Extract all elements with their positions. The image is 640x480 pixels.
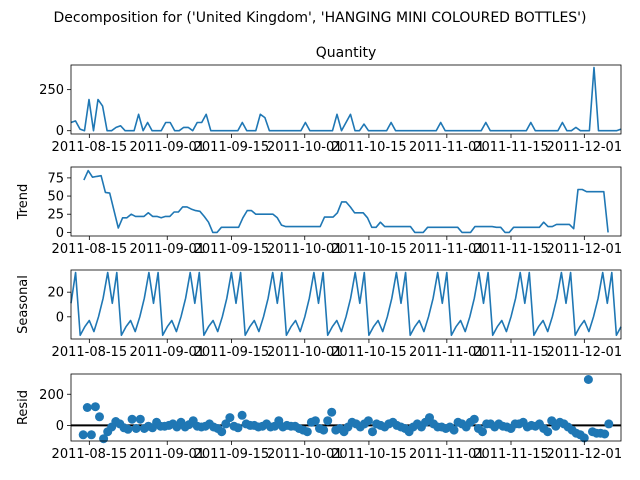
resid-point (319, 425, 329, 435)
resid-axes-frame (70, 373, 622, 442)
seasonal-xtick-label: 2011-11-01 (409, 345, 485, 360)
resid-point (600, 429, 610, 439)
observed-xtick-label: 2011-09-01 (129, 140, 205, 155)
trend-series-line (83, 169, 609, 234)
resid-xtick-label: 2011-11-01 (409, 447, 485, 462)
trend-ytick-label: 50 (47, 190, 64, 205)
resid-point (237, 410, 247, 420)
observed-axes-frame (70, 64, 622, 135)
observed-series-line (70, 66, 622, 132)
resid-point (327, 407, 337, 417)
resid-xtick-label: 2011-08-15 (52, 447, 128, 462)
trend-xtick-label: 2011-09-15 (194, 242, 270, 257)
trend-axes-frame (70, 166, 622, 237)
seasonal-axes-frame (70, 269, 622, 340)
observed-xtick-label: 2011-11-15 (473, 140, 549, 155)
trend-xtick-label: 2011-12-01 (547, 242, 623, 257)
resid-point (78, 430, 88, 440)
resid-point (123, 424, 133, 434)
observed-xtick-label: 2011-09-15 (194, 140, 270, 155)
resid-ytick-label: 0 (56, 419, 64, 434)
trend-xtick-label: 2011-09-01 (129, 242, 205, 257)
trend-xtick-label: 2011-10-01 (267, 242, 343, 257)
observed-panel-title: Quantity (316, 45, 377, 61)
resid-point (127, 414, 137, 424)
resid-point (323, 416, 333, 426)
trend-ytick-label: 25 (47, 208, 64, 223)
seasonal-xtick-label: 2011-09-15 (194, 345, 270, 360)
observed-ytick-label: 0 (56, 124, 64, 139)
seasonal-ytick-label: 0 (56, 310, 64, 325)
resid-xtick-label: 2011-10-01 (267, 447, 343, 462)
observed-xtick-label: 2011-11-01 (409, 140, 485, 155)
resid-point (225, 413, 235, 423)
observed-xtick-label: 2011-10-01 (267, 140, 343, 155)
seasonal-xtick-label: 2011-08-15 (52, 345, 128, 360)
seasonal-xtick-label: 2011-09-01 (129, 345, 205, 360)
seasonal-xtick-label: 2011-12-01 (547, 345, 623, 360)
resid-point (604, 419, 614, 429)
resid-point (95, 412, 104, 422)
resid-point (543, 427, 553, 437)
seasonal-series-line (70, 271, 622, 337)
observed-xtick-label: 2011-08-15 (52, 140, 128, 155)
seasonal-ylabel: Seasonal (16, 275, 31, 334)
resid-xtick-label: 2011-10-15 (331, 447, 407, 462)
resid-point (86, 430, 96, 440)
resid-ytick-label: 200 (39, 388, 64, 403)
trend-xtick-label: 2011-08-15 (52, 242, 128, 257)
resid-point (368, 427, 377, 437)
resid-xtick-label: 2011-09-15 (194, 447, 270, 462)
resid-point (82, 403, 92, 412)
resid-xtick-label: 2011-11-15 (473, 447, 549, 462)
resid-point (233, 423, 243, 433)
trend-ytick-label: 75 (47, 171, 64, 186)
resid-point (302, 427, 312, 437)
observed-ytick-label: 250 (39, 83, 64, 98)
seasonal-xtick-label: 2011-10-01 (267, 345, 343, 360)
resid-point (90, 402, 100, 412)
trend-xtick-label: 2011-11-15 (473, 242, 549, 257)
figure-title: Decomposition for ('United Kingdom', 'HA… (53, 10, 586, 26)
resid-point (583, 375, 593, 384)
resid-point (478, 427, 487, 437)
seasonal-xtick-label: 2011-11-15 (473, 345, 549, 360)
resid-point (131, 424, 141, 433)
trend-xtick-label: 2011-11-01 (409, 242, 485, 257)
observed-xtick-label: 2011-10-15 (331, 140, 407, 155)
resid-xtick-label: 2011-09-01 (129, 447, 205, 462)
resid-ylabel: Resid (16, 390, 31, 425)
resid-point (579, 433, 589, 443)
resid-point (310, 416, 320, 426)
observed-xtick-label: 2011-12-01 (547, 140, 623, 155)
trend-ytick-label: 0 (56, 226, 64, 241)
trend-ylabel: Trend (16, 184, 31, 221)
resid-xtick-label: 2011-12-01 (547, 447, 623, 462)
trend-xtick-label: 2011-10-15 (331, 242, 407, 257)
resid-point (363, 416, 373, 426)
resid-point (217, 427, 227, 437)
seasonal-xtick-label: 2011-10-15 (331, 345, 407, 360)
resid-point (449, 425, 459, 435)
resid-point (135, 414, 145, 424)
resid-point (469, 414, 479, 424)
seasonal-ytick-label: 20 (47, 286, 64, 301)
